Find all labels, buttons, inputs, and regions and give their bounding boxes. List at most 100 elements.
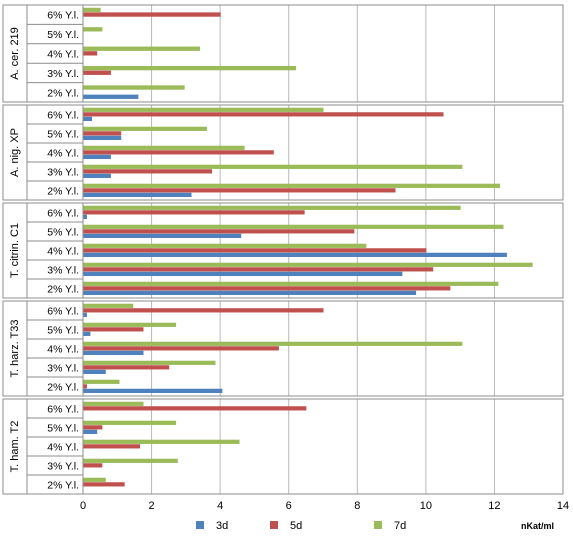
category-label: 3% Y.l. (47, 167, 79, 179)
bar-5d (83, 384, 87, 389)
bar-3d (83, 369, 106, 374)
bar-3d (83, 331, 91, 336)
bar-5d (83, 444, 141, 449)
bar-3d (83, 350, 144, 355)
bar-5d (83, 70, 111, 75)
bar-3d (83, 192, 192, 197)
bar-3d (83, 154, 111, 159)
bar-3d (83, 214, 87, 219)
group-label: A. nig. XP (9, 128, 21, 177)
panel-frame (2, 398, 564, 495)
bar-3d (83, 94, 139, 99)
x-unit-label: nKat/ml (521, 521, 554, 531)
bar-7d (83, 360, 216, 365)
bar-3d (83, 388, 223, 393)
legend-swatch-5d (270, 521, 278, 529)
bar-5d (83, 210, 305, 215)
bar-3d (83, 312, 87, 317)
category-label: 4% Y.l. (47, 148, 79, 160)
x-tick-label: 4 (217, 500, 223, 512)
bar-7d (83, 183, 501, 188)
bar-3d (83, 252, 507, 257)
category-label: 6% Y.l. (47, 110, 79, 122)
group-label: T. citrin. C1 (9, 223, 21, 278)
bar-7d (83, 401, 144, 406)
bar-5d (83, 248, 427, 253)
category-label: 4% Y.l. (47, 344, 79, 356)
category-label: 2% Y.l. (47, 480, 79, 492)
bar-7d (83, 164, 463, 169)
bar-7d (83, 224, 504, 229)
bar-7d (83, 27, 103, 32)
x-tick-label: 2 (149, 500, 155, 512)
legend-label-7d: 7d (394, 520, 406, 532)
panel-frame (2, 104, 564, 201)
x-tick-label: 12 (488, 500, 500, 512)
bar-5d (83, 267, 434, 272)
bar-7d (83, 477, 106, 482)
bar-5d (83, 51, 98, 56)
category-label: 3% Y.l. (47, 461, 79, 473)
category-labels: 6% Y.l. 5% Y.l. 4% Y.l. 3% Y.l. 2% Y.l. A. ce… (9, 10, 79, 492)
x-tick-label: 0 (80, 500, 86, 512)
category-label: 5% Y.l. (47, 29, 79, 41)
bar-5d (83, 425, 103, 430)
x-tick-label: 10 (420, 500, 432, 512)
bar-5d (83, 327, 144, 332)
legend: 3d 5d 7d (196, 520, 406, 532)
x-tick-label: 14 (557, 500, 569, 512)
bar-7d (83, 243, 367, 248)
bar-7d (83, 341, 463, 346)
category-label: 2% Y.l. (47, 284, 79, 296)
bar-3d (83, 429, 98, 434)
bar-5d (83, 308, 324, 313)
bar-5d (83, 150, 274, 155)
bar-7d (83, 65, 297, 71)
bar-3d (83, 271, 403, 276)
bar-5d (83, 463, 103, 468)
legend-swatch-3d (196, 521, 204, 529)
category-label: 5% Y.l. (47, 325, 79, 337)
bars (83, 7, 533, 487)
category-label: 2% Y.l. (47, 87, 79, 99)
category-label: 3% Y.l. (47, 68, 79, 80)
bar-7d (83, 439, 240, 444)
bar-7d (83, 126, 207, 131)
group-label: T. harz. T33 (9, 320, 21, 378)
category-label: 4% Y.l. (47, 442, 79, 454)
legend-label-3d: 3d (216, 520, 228, 532)
category-label: 6% Y.l. (47, 208, 79, 220)
category-label: 6% Y.l. (47, 404, 79, 416)
category-label: 6% Y.l. (47, 306, 79, 318)
category-label: 5% Y.l. (47, 227, 79, 239)
category-label: 5% Y.l. (47, 423, 79, 435)
bar-7d (83, 281, 499, 286)
category-label: 4% Y.l. (47, 246, 79, 258)
bar-7d (83, 303, 134, 308)
category-label: 2% Y.l. (47, 382, 79, 394)
bar-7d (83, 7, 101, 13)
bar-5d (83, 12, 221, 17)
bar-7d (83, 145, 245, 150)
bar-5d (83, 365, 170, 370)
bar-5d (83, 229, 355, 234)
bar-3d (83, 116, 93, 121)
category-label: 5% Y.l. (47, 129, 79, 141)
bar-5d (83, 188, 396, 193)
bar-5d (83, 169, 213, 174)
group-label: A. cer. 219 (9, 27, 21, 80)
panel-frame (2, 4, 564, 103)
bar-5d (83, 406, 307, 411)
bar-7d (83, 205, 461, 210)
bar-7d (83, 262, 533, 267)
bar-5d (83, 346, 279, 351)
bar-3d (83, 135, 122, 140)
bar-7d (83, 420, 177, 425)
bar-5d (83, 112, 444, 117)
bar-5d (83, 482, 125, 487)
category-label: 2% Y.l. (47, 186, 79, 198)
x-tick-label: 6 (286, 500, 292, 512)
